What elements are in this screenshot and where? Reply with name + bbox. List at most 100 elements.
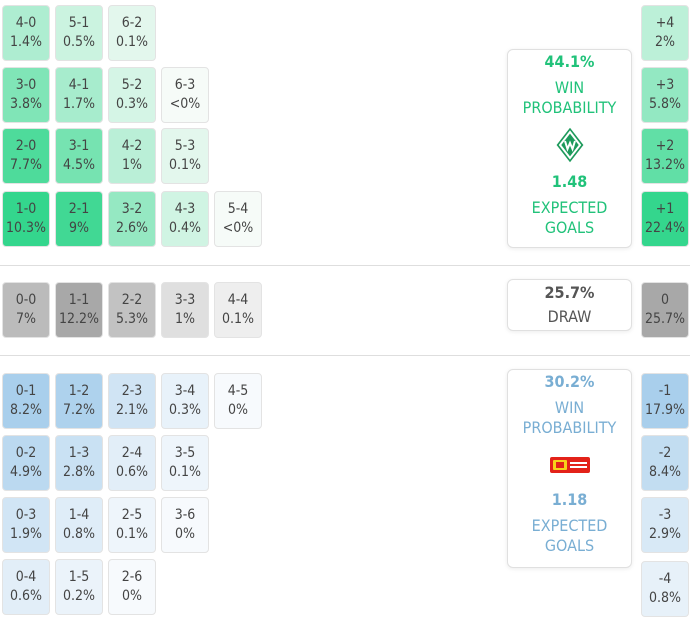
expected-label: EXPECTED [531, 198, 608, 217]
score-cell-probability: 4.9% [10, 464, 42, 480]
score-cell: 4-4 0.1% [214, 282, 262, 338]
score-cell-probability: <0% [222, 220, 254, 236]
score-cell-probability: 7% [16, 311, 36, 327]
score-cell-label: 2-4 [121, 445, 143, 461]
score-cell: 2-5 0.1% [108, 497, 156, 553]
werder-bremen-crest-icon [554, 126, 585, 164]
margin-cell-probability: 17.9% [644, 402, 685, 418]
score-cell-label: 3-0 [15, 77, 37, 93]
score-cell-probability: 10.3% [5, 220, 46, 236]
score-cell-label: 4-5 [227, 383, 249, 399]
score-cell-probability: 0.1% [169, 464, 201, 480]
score-cell: 1-1 12.2% [55, 282, 103, 338]
score-cell-label: 5-4 [227, 201, 249, 217]
score-cell-label: 2-3 [121, 383, 143, 399]
score-cell: 1-3 2.8% [55, 435, 103, 491]
margin-cell-label: +2 [655, 138, 675, 154]
score-cell: 5-1 0.5% [55, 5, 103, 61]
score-cell-probability: 0.6% [116, 464, 148, 480]
score-cell-label: 4-0 [15, 15, 37, 31]
divider [0, 355, 690, 356]
score-cell-label: 3-5 [174, 445, 196, 461]
score-cell-label: 6-3 [174, 77, 196, 93]
away-win-card: 30.2% WIN PROBABILITY 1.18 EXPECTED GOAL… [507, 369, 632, 568]
margin-cell: +2 13.2% [641, 128, 689, 184]
score-cell: 2-4 0.6% [108, 435, 156, 491]
away-expected-goals: 1.18 [551, 490, 588, 509]
score-cell: 5-2 0.3% [108, 67, 156, 123]
score-cell-label: 1-2 [68, 383, 90, 399]
score-cell-probability: 2.6% [116, 220, 148, 236]
score-cell-label: 0-4 [15, 569, 37, 585]
probability-label: PROBABILITY [522, 418, 617, 437]
union-berlin-crest-icon [549, 448, 590, 482]
draw-card: 25.7% DRAW [507, 279, 632, 331]
margin-cell-label: -2 [658, 445, 672, 461]
score-cell: 3-1 4.5% [55, 128, 103, 184]
score-cell: 4-0 1.4% [2, 5, 50, 61]
score-cell-probability: <0% [169, 96, 201, 112]
score-cell-label: 0-0 [15, 292, 37, 308]
score-cell-label: 0-2 [15, 445, 37, 461]
score-cell-probability: 0.4% [169, 220, 201, 236]
score-cell: 5-3 0.1% [161, 128, 209, 184]
margin-cell: -2 8.4% [641, 435, 689, 491]
score-cell-probability: 7.7% [10, 157, 42, 173]
score-cell: 0-4 0.6% [2, 559, 50, 615]
score-cell-probability: 3.8% [10, 96, 42, 112]
score-cell: 2-2 5.3% [108, 282, 156, 338]
score-cell: 4-3 0.4% [161, 191, 209, 247]
score-cell-probability: 0% [228, 402, 248, 418]
score-cell-label: 4-1 [68, 77, 90, 93]
score-cell: 1-5 0.2% [55, 559, 103, 615]
margin-cell-probability: 0.8% [649, 590, 681, 606]
margin-cell-probability: 25.7% [644, 311, 685, 327]
score-cell-label: 4-2 [121, 138, 143, 154]
score-cell-probability: 0.1% [116, 526, 148, 542]
probability-label: PROBABILITY [522, 98, 617, 117]
goals-label: GOALS [544, 536, 595, 555]
score-cell-label: 1-1 [68, 292, 90, 308]
score-cell-label: 3-2 [121, 201, 143, 217]
margin-cell-label: +1 [655, 201, 675, 217]
expected-label: EXPECTED [531, 516, 608, 535]
draw-label: DRAW [547, 307, 592, 326]
score-cell-label: 5-1 [68, 15, 90, 31]
score-cell: 4-2 1% [108, 128, 156, 184]
score-cell-probability: 1.9% [10, 526, 42, 542]
score-cell-label: 3-4 [174, 383, 196, 399]
score-cell: 1-4 0.8% [55, 497, 103, 553]
score-cell-label: 1-5 [68, 569, 90, 585]
score-cell-probability: 0.3% [116, 96, 148, 112]
score-cell: 0-2 4.9% [2, 435, 50, 491]
margin-cell-label: -3 [658, 507, 672, 523]
score-cell-label: 1-4 [68, 507, 90, 523]
score-cell-probability: 1.4% [10, 34, 42, 50]
score-cell-probability: 1% [122, 157, 142, 173]
score-cell: 3-3 1% [161, 282, 209, 338]
score-cell-probability: 1% [175, 311, 195, 327]
score-cell-probability: 4.5% [63, 157, 95, 173]
home-win-probability: 44.1% [544, 52, 595, 71]
score-cell-label: 2-0 [15, 138, 37, 154]
score-cell-label: 3-3 [174, 292, 196, 308]
score-cell: 3-6 0% [161, 497, 209, 553]
score-cell-probability: 0.3% [169, 402, 201, 418]
score-cell-label: 2-6 [121, 569, 143, 585]
margin-cell: -4 0.8% [641, 561, 689, 617]
score-cell-probability: 0.1% [116, 34, 148, 50]
margin-cell-probability: 5.8% [649, 96, 681, 112]
margin-cell: -3 2.9% [641, 497, 689, 553]
score-cell-probability: 0% [175, 526, 195, 542]
score-cell: 6-2 0.1% [108, 5, 156, 61]
margin-cell: 0 25.7% [641, 282, 689, 338]
win-label: WIN [554, 78, 585, 97]
score-cell: 2-6 0% [108, 559, 156, 615]
score-cell: 2-0 7.7% [2, 128, 50, 184]
score-cell-probability: 12.2% [58, 311, 99, 327]
score-cell-label: 2-2 [121, 292, 143, 308]
home-expected-goals: 1.48 [551, 172, 588, 191]
home-win-card: 44.1% WIN PROBABILITY 1.48 EXPECTED GOAL… [507, 49, 632, 248]
score-cell: 2-1 9% [55, 191, 103, 247]
score-cell: 4-5 0% [214, 373, 262, 429]
